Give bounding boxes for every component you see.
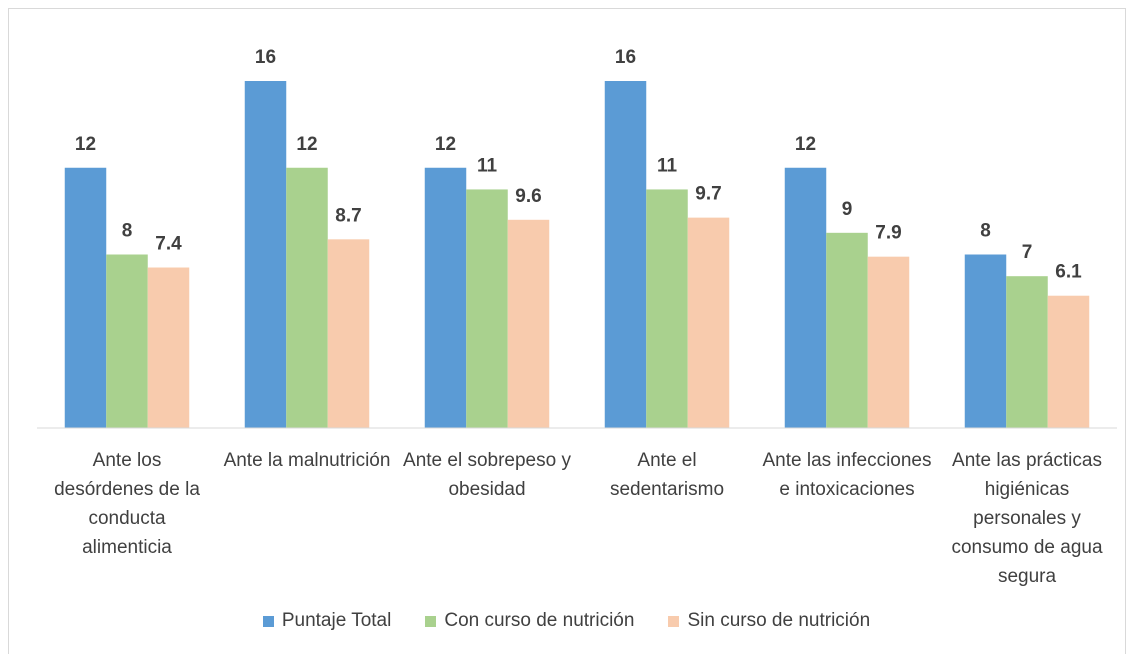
bar [147,267,190,428]
legend-item: Puntaje Total [262,610,392,632]
bar [1047,295,1090,428]
bar [964,254,1007,428]
data-label: 6.1 [1055,262,1082,283]
bar [784,167,827,428]
bar [687,217,730,428]
data-label: 8 [980,221,991,242]
legend-swatch [668,615,680,627]
data-label: 7.4 [155,234,182,255]
x-tick-label: Ante las infecciones e intoxicaciones [762,450,932,500]
legend-swatch [425,615,437,627]
x-tick-label: Ante el sobrepeso y obesidad [403,450,571,500]
bar [826,232,868,428]
data-label: 7.9 [875,223,901,244]
data-label: 9.7 [695,184,721,205]
bar [64,167,107,428]
legend-swatch [262,615,274,627]
data-label: 9.6 [515,186,541,207]
chart-frame [8,8,1126,654]
x-tick-label: Ante las prácticas higiénicas personales… [951,450,1103,587]
data-label: 16 [255,47,276,68]
bar [867,256,910,428]
legend-item: Sin curso de nutrición [668,610,870,632]
data-label: 7 [1022,242,1033,263]
data-label: 12 [75,134,96,155]
data-label: 11 [657,155,678,176]
data-label: 12 [795,134,816,155]
bar [466,189,508,428]
data-label: 8.7 [335,205,361,226]
legend: Puntaje Total Con curso de nutrición Sin c… [0,610,1133,632]
data-label: 12 [296,134,317,155]
bar [424,167,467,428]
legend-label: Puntaje Total [281,610,392,631]
data-label: 12 [435,134,456,155]
data-label: 9 [842,199,853,220]
bar [1006,276,1048,428]
bar [604,81,647,428]
data-label: 16 [615,47,636,68]
bar [244,81,287,428]
data-label: 11 [477,155,498,176]
bar [106,254,148,428]
bar [286,167,328,428]
data-label: 8 [122,221,133,242]
x-tick-label: Ante la malnutrición [223,450,391,471]
bar [327,239,370,428]
legend-item: Con curso de nutrición [425,610,634,632]
x-tick-label: Ante los desórdenes de la conducta alime… [54,450,200,558]
legend-label: Sin curso de nutrición [687,610,871,631]
x-tick-label: Ante el sedentarismo [609,450,725,500]
legend-label: Con curso de nutrición [444,610,635,631]
bar [646,189,688,428]
bar [507,219,550,428]
